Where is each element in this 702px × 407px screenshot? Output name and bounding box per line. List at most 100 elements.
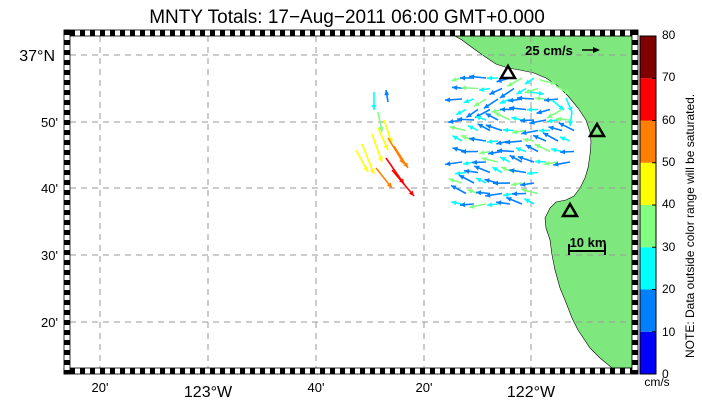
- current-vector: [543, 97, 559, 103]
- current-vector: [486, 139, 499, 145]
- current-vector: [451, 200, 463, 206]
- current-vector: [371, 92, 377, 110]
- current-vector: [512, 129, 527, 135]
- colorbar-tick: 60: [662, 113, 676, 127]
- coastline-land: [453, 35, 633, 369]
- colorbar-tick: 80: [662, 28, 676, 42]
- current-vector: [467, 125, 479, 132]
- colorbar-segment: [640, 289, 656, 332]
- colorbar-segment: [640, 162, 656, 205]
- current-vector: [485, 192, 503, 198]
- current-vector: [496, 148, 515, 154]
- current-vector: [502, 127, 515, 133]
- current-vector: [371, 133, 383, 163]
- lat-tick-20: 20': [41, 315, 58, 330]
- current-vector: [546, 118, 559, 124]
- current-vector: [536, 108, 551, 115]
- lon-tick-20-west: 20': [92, 380, 109, 395]
- current-vector: [492, 180, 511, 186]
- current-vector: [551, 147, 563, 153]
- colorbar-segment: [640, 36, 656, 79]
- current-vector: [485, 124, 503, 132]
- current-vector: [521, 188, 539, 195]
- current-vector: [558, 122, 575, 132]
- scale-bar: 10 km: [568, 235, 607, 255]
- current-vector: [481, 156, 499, 163]
- current-vector: [517, 155, 535, 163]
- radar-site-marker: [560, 201, 580, 218]
- colorbar-segment: [640, 205, 656, 248]
- current-vector: [444, 97, 463, 103]
- colorbar-tick-labels: 0 10 20 30 40 50 60 70 80: [662, 28, 676, 381]
- current-vector: [464, 168, 479, 174]
- scale-bar-label: 10 km: [570, 235, 607, 250]
- current-vector: [529, 119, 547, 125]
- current-vector: [516, 95, 535, 101]
- current-vector: [377, 111, 384, 133]
- current-vector: [451, 135, 463, 142]
- current-vector: [523, 198, 535, 205]
- lat-tick-37n: 37°N: [19, 48, 55, 65]
- current-vector: [355, 149, 369, 173]
- current-vector: [479, 87, 491, 92]
- current-vector: [534, 96, 547, 101]
- current-vector: [555, 116, 571, 122]
- current-vector: [524, 77, 535, 85]
- colorbar-tick: 50: [662, 155, 676, 169]
- current-vector: [565, 97, 573, 113]
- colorbar: [639, 35, 657, 375]
- scale-vector: 25 cm/s: [525, 43, 600, 58]
- current-vector: [526, 170, 539, 176]
- current-vector: [448, 177, 463, 184]
- lon-tick-20: 20': [416, 380, 433, 395]
- lat-tick-40: 40': [41, 181, 58, 196]
- radar-sites: [498, 63, 607, 218]
- current-vector: [494, 111, 511, 121]
- current-vector: [469, 74, 487, 80]
- current-vector: [515, 147, 527, 153]
- current-vector: [479, 150, 491, 156]
- current-vector: [384, 89, 390, 103]
- current-vector: [488, 87, 503, 96]
- current-vector: [491, 166, 503, 174]
- current-vector: [459, 202, 475, 208]
- map-title: MNTY Totals: 17−Aug−2011 06:00 GMT+0.000: [149, 7, 545, 28]
- colorbar-segment: [640, 120, 656, 163]
- lon-tick-122w: 122°W: [507, 384, 556, 401]
- current-vector: [486, 202, 499, 208]
- lon-tick-123w: 123°W: [184, 384, 233, 401]
- current-vector: [526, 107, 539, 113]
- current-vector: [460, 85, 479, 91]
- current-vector: [459, 75, 475, 81]
- current-vector: [483, 98, 499, 110]
- map-frame: [63, 29, 639, 375]
- current-vector: [473, 98, 487, 108]
- colorbar-tick: 30: [662, 240, 676, 254]
- current-vector: [521, 129, 539, 136]
- current-vector: [499, 98, 511, 105]
- current-vector: [465, 108, 479, 119]
- current-vector: [534, 143, 551, 153]
- current-vector: [469, 136, 487, 142]
- current-vector: [542, 132, 559, 142]
- current-vector: [471, 159, 487, 165]
- current-vector: [555, 85, 571, 95]
- current-vector: [391, 169, 415, 197]
- colorbar-segment: [640, 331, 656, 374]
- lon-tick-40: 40': [308, 380, 325, 395]
- current-vector: [516, 87, 527, 95]
- current-vector: [511, 191, 527, 197]
- current-vector: [377, 127, 389, 151]
- lat-tick-labels: 37°N 50' 40' 30' 20': [19, 48, 58, 330]
- current-vector: [375, 167, 393, 189]
- current-vector: [485, 112, 499, 121]
- current-vector: [475, 177, 487, 184]
- current-vector: [469, 203, 487, 209]
- current-vector: [568, 111, 574, 127]
- colorbar-tick: 70: [662, 70, 676, 84]
- current-vectors: [355, 74, 575, 209]
- colorbar-unit: cm/s: [644, 375, 669, 389]
- current-vector: [509, 168, 527, 174]
- current-vector: [520, 181, 535, 187]
- current-vector: [499, 156, 511, 163]
